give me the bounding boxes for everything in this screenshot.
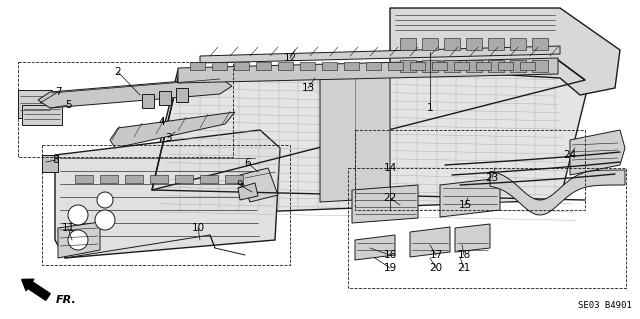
Bar [488, 38, 504, 50]
Text: SE03 B4901: SE03 B4901 [579, 301, 632, 310]
Text: 11: 11 [61, 223, 75, 233]
Bar [444, 38, 460, 50]
Polygon shape [142, 94, 154, 108]
Polygon shape [110, 112, 235, 148]
Bar [366, 62, 381, 70]
Bar [175, 175, 193, 183]
Polygon shape [455, 224, 490, 252]
Circle shape [97, 192, 113, 208]
Bar [200, 175, 218, 183]
Bar [18, 62, 233, 157]
Bar [190, 62, 205, 70]
Text: 8: 8 [52, 155, 60, 165]
Text: 6: 6 [244, 158, 252, 168]
Text: 18: 18 [458, 250, 470, 260]
Text: 4: 4 [159, 117, 165, 127]
Text: 3: 3 [164, 133, 172, 143]
Bar [212, 62, 227, 70]
Text: 19: 19 [383, 263, 397, 273]
Text: 22: 22 [383, 193, 397, 203]
Bar [42, 145, 290, 265]
Polygon shape [490, 170, 625, 215]
Text: 23: 23 [485, 173, 499, 183]
Bar [498, 62, 513, 70]
Circle shape [68, 205, 88, 225]
Circle shape [68, 230, 88, 250]
Bar [488, 60, 504, 72]
Polygon shape [440, 178, 500, 217]
Text: 16: 16 [383, 250, 397, 260]
Polygon shape [42, 155, 58, 172]
Polygon shape [352, 185, 418, 223]
Polygon shape [410, 227, 450, 257]
Bar [432, 62, 447, 70]
Polygon shape [148, 58, 590, 215]
Bar [355, 130, 585, 210]
Polygon shape [570, 130, 625, 175]
Text: 2: 2 [115, 67, 122, 77]
Bar [300, 62, 315, 70]
Text: 1: 1 [427, 103, 433, 113]
Bar [476, 62, 491, 70]
Text: 20: 20 [429, 263, 443, 273]
Bar [344, 62, 359, 70]
Bar [510, 60, 526, 72]
Bar [466, 60, 482, 72]
Polygon shape [238, 183, 258, 200]
Bar [532, 38, 548, 50]
Bar [532, 60, 548, 72]
Circle shape [95, 210, 115, 230]
Polygon shape [200, 46, 560, 63]
Polygon shape [58, 222, 100, 258]
Bar [225, 175, 243, 183]
Polygon shape [240, 168, 278, 202]
Bar [422, 38, 438, 50]
Polygon shape [38, 78, 232, 108]
Polygon shape [18, 90, 52, 118]
Bar [444, 60, 460, 72]
Bar [348, 168, 626, 288]
Polygon shape [55, 130, 280, 258]
Polygon shape [390, 8, 620, 95]
Bar [520, 62, 535, 70]
Text: 5: 5 [65, 100, 71, 110]
Text: FR.: FR. [56, 295, 77, 305]
Bar [234, 62, 249, 70]
Bar [410, 62, 425, 70]
Text: 14: 14 [383, 163, 397, 173]
Bar [388, 62, 403, 70]
Text: 9: 9 [237, 180, 243, 190]
Text: 10: 10 [191, 223, 205, 233]
Polygon shape [22, 105, 62, 125]
Bar [454, 62, 469, 70]
Text: 21: 21 [458, 263, 470, 273]
Bar [322, 62, 337, 70]
Polygon shape [355, 235, 395, 260]
Text: 17: 17 [429, 250, 443, 260]
Bar [400, 60, 416, 72]
FancyArrow shape [22, 279, 50, 300]
Text: 13: 13 [301, 83, 315, 93]
Bar [100, 175, 118, 183]
Text: 15: 15 [458, 200, 472, 210]
Polygon shape [320, 68, 390, 202]
Bar [256, 62, 271, 70]
Text: 12: 12 [284, 53, 296, 63]
Bar [125, 175, 143, 183]
Bar [150, 175, 168, 183]
Polygon shape [176, 88, 188, 102]
Bar [400, 38, 416, 50]
Text: 24: 24 [563, 150, 577, 160]
Bar [422, 60, 438, 72]
Bar [278, 62, 293, 70]
Text: 7: 7 [54, 87, 61, 97]
Bar [466, 38, 482, 50]
Bar [75, 175, 93, 183]
Bar [510, 38, 526, 50]
Polygon shape [178, 58, 558, 83]
Polygon shape [159, 91, 171, 105]
